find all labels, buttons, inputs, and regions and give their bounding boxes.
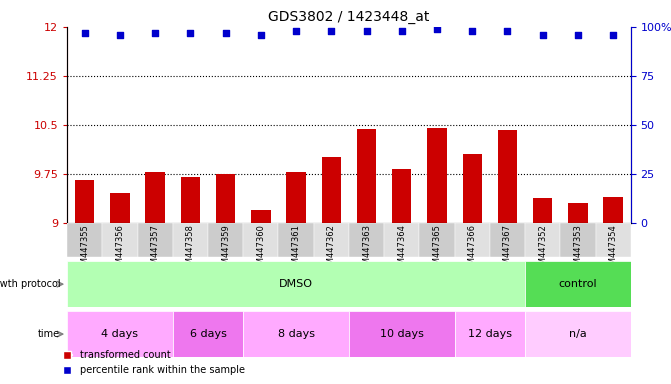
Bar xyxy=(208,223,243,257)
Bar xyxy=(67,223,103,257)
Text: GSM447363: GSM447363 xyxy=(362,224,371,275)
Text: GSM447361: GSM447361 xyxy=(292,224,301,275)
Bar xyxy=(349,223,384,257)
Text: GSM447358: GSM447358 xyxy=(186,224,195,275)
Bar xyxy=(419,223,455,257)
Bar xyxy=(251,210,270,223)
Point xyxy=(397,28,407,34)
Point xyxy=(467,28,478,34)
Text: GSM447352: GSM447352 xyxy=(538,224,547,275)
Text: GSM447360: GSM447360 xyxy=(256,224,265,275)
Bar xyxy=(455,223,490,257)
Bar xyxy=(102,223,138,257)
Text: growth protocol: growth protocol xyxy=(0,279,60,289)
Bar xyxy=(560,223,595,257)
Point xyxy=(537,31,548,38)
Point xyxy=(361,28,372,34)
Bar xyxy=(384,223,419,257)
Text: GSM447362: GSM447362 xyxy=(327,224,336,275)
Bar xyxy=(278,223,314,257)
Bar xyxy=(525,261,631,307)
Bar xyxy=(392,169,411,223)
Bar xyxy=(67,261,525,307)
Bar xyxy=(173,223,208,257)
Text: 12 days: 12 days xyxy=(468,329,512,339)
Bar xyxy=(427,128,447,223)
Text: 6 days: 6 days xyxy=(190,329,226,339)
Text: GSM447364: GSM447364 xyxy=(397,224,406,275)
Point xyxy=(326,28,337,34)
Legend: transformed count, percentile rank within the sample: transformed count, percentile rank withi… xyxy=(58,346,249,379)
Bar xyxy=(243,223,278,257)
Text: DMSO: DMSO xyxy=(279,279,313,289)
Bar xyxy=(287,172,306,223)
Title: GDS3802 / 1423448_at: GDS3802 / 1423448_at xyxy=(268,10,429,25)
Bar xyxy=(67,311,173,357)
Text: GSM447367: GSM447367 xyxy=(503,224,512,275)
Bar xyxy=(243,311,349,357)
Bar xyxy=(321,157,341,223)
Point xyxy=(256,31,266,38)
Text: 8 days: 8 days xyxy=(278,329,315,339)
Bar xyxy=(596,223,631,257)
Bar xyxy=(138,223,173,257)
Bar xyxy=(498,130,517,223)
Text: GSM447357: GSM447357 xyxy=(151,224,160,275)
Bar xyxy=(313,223,349,257)
Bar xyxy=(525,311,631,357)
Bar xyxy=(110,194,130,223)
Text: GSM447365: GSM447365 xyxy=(433,224,442,275)
Point xyxy=(572,31,583,38)
Point xyxy=(431,26,442,32)
Bar xyxy=(349,311,455,357)
Bar xyxy=(490,223,525,257)
Text: n/a: n/a xyxy=(569,329,586,339)
Bar xyxy=(173,311,243,357)
Bar xyxy=(525,223,560,257)
Point xyxy=(502,28,513,34)
Bar xyxy=(357,129,376,223)
Text: 4 days: 4 days xyxy=(101,329,138,339)
Point xyxy=(220,30,231,36)
Bar xyxy=(603,197,623,223)
Point xyxy=(185,30,196,36)
Point xyxy=(291,28,301,34)
Bar xyxy=(146,172,165,223)
Point xyxy=(79,30,90,36)
Bar xyxy=(75,180,95,223)
Text: control: control xyxy=(558,279,597,289)
Bar xyxy=(455,311,525,357)
Bar xyxy=(462,154,482,223)
Text: 10 days: 10 days xyxy=(380,329,423,339)
Bar xyxy=(216,174,236,223)
Point xyxy=(608,31,619,38)
Bar xyxy=(180,177,200,223)
Bar xyxy=(568,203,588,223)
Point xyxy=(150,30,160,36)
Bar xyxy=(533,198,552,223)
Text: GSM447354: GSM447354 xyxy=(609,224,617,275)
Point xyxy=(115,31,125,38)
Text: GSM447366: GSM447366 xyxy=(468,224,476,275)
Text: GSM447359: GSM447359 xyxy=(221,224,230,275)
Text: GSM447353: GSM447353 xyxy=(574,224,582,275)
Text: GSM447356: GSM447356 xyxy=(115,224,124,275)
Text: time: time xyxy=(38,329,60,339)
Text: GSM447355: GSM447355 xyxy=(81,224,89,275)
